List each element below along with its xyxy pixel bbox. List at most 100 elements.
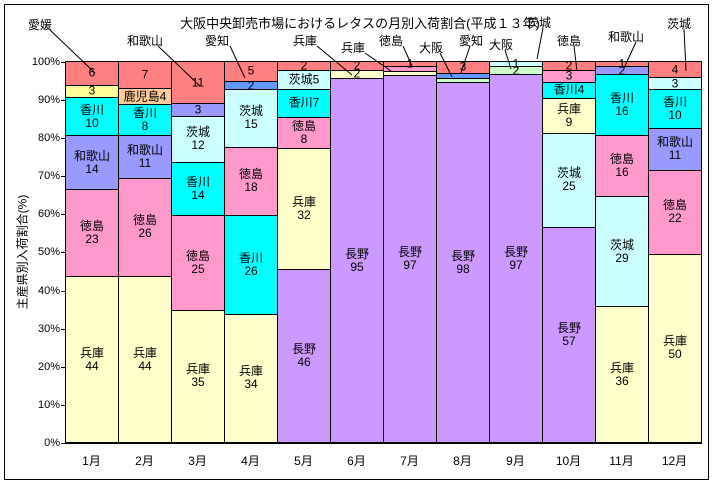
y-tick-label: 50% (37, 246, 60, 258)
y-tick-label: 90% (37, 94, 60, 106)
segment-label: 徳島 25 (185, 248, 211, 276)
x-axis-label: 10月 (555, 454, 582, 468)
bar-segment-鹿児島: 鹿児島4 (118, 88, 172, 106)
y-tick-label: 0% (44, 437, 60, 449)
segment-label: 茨城5 (288, 72, 320, 87)
bar-segment-徳島: 徳島 26 (118, 177, 172, 277)
bar-segment-香川: 香川 8 (118, 104, 172, 137)
bar-column-11月: 1 2 香川 16 徳島 16 茨城 29 兵庫 36 (595, 57, 649, 443)
bar-segment-徳島: 徳島 25 (171, 215, 225, 311)
segment-label: 徳島 18 (238, 167, 264, 195)
segment-label: 茨城 12 (185, 125, 211, 152)
x-axis-label: 6月 (347, 454, 366, 468)
callout-label: 徳島 (379, 34, 404, 48)
segment-label: 4 (671, 62, 679, 76)
bar-segment-和歌山: 和歌山 14 (65, 135, 119, 190)
bar-column-5月: 2 茨城5 香川7 徳島 8 兵庫 32 長野 46 (277, 59, 331, 443)
callout-label: 兵庫 (293, 34, 318, 48)
bar-column-1月: 6 3 香川 10 和歌山 14 徳島 23 兵庫 44 (65, 61, 119, 443)
x-axis-label: 8月 (453, 454, 472, 468)
bar-segment: 5 (224, 61, 278, 82)
segment-label: 5 (247, 63, 255, 78)
segment-label: 徳島 22 (662, 198, 688, 226)
bar-segment-香川: 香川 26 (224, 215, 278, 315)
bar-segment-長野: 長野 97 (383, 75, 437, 443)
bar-segment-徳島: 徳島 18 (224, 146, 278, 216)
segment-label: 香川 14 (185, 174, 211, 202)
callout-label: 和歌山 (127, 34, 164, 48)
segment-label: 兵庫 44 (79, 345, 105, 373)
callout-label: 茨城 (527, 16, 552, 30)
segment-label: 香川 16 (609, 91, 635, 119)
bar-segment-香川: 香川4 (542, 81, 596, 99)
segment-label: 6 (88, 65, 96, 80)
bar-column-3月: 11 3 茨城 12 香川 14 徳島 25 兵庫 35 (171, 61, 225, 443)
bar-column-12月: 4 3 香川 10 和歌山 11 徳島 22 兵庫 50 (648, 61, 702, 443)
segment-label: 長野 98 (450, 248, 476, 276)
plot-area: 6 3 香川 10 和歌山 14 徳島 23 兵庫 44 7 鹿児島4 香川 8 和歌山 11 徳島… (65, 57, 702, 444)
bar-segment-茨城: 茨城 12 (171, 115, 225, 163)
bar-segment-香川: 香川7 (277, 89, 331, 118)
segment-label: 長野 97 (397, 245, 423, 273)
segment-label: 香川7 (288, 95, 320, 110)
y-tick-mark (61, 138, 66, 139)
y-tick-mark (61, 252, 66, 253)
x-axis-label: 9月 (506, 454, 525, 468)
y-tick-label: 70% (37, 170, 60, 182)
segment-label: 3 (565, 68, 573, 83)
y-tick-label: 10% (37, 399, 60, 411)
x-axis-label: 2月 (135, 454, 154, 468)
bar-segment: 6 (65, 61, 119, 86)
segment-label: 兵庫 32 (291, 194, 317, 222)
segment-label: 徳島 16 (609, 152, 635, 180)
bar-segment-兵庫: 兵庫 9 (542, 97, 596, 134)
x-axis-label: 3月 (188, 454, 207, 468)
segment-label: 長野 46 (291, 341, 317, 369)
segment-label: 茨城 15 (238, 104, 264, 132)
x-axis-label: 11月 (609, 454, 634, 468)
callout-label: 和歌山 (608, 30, 645, 44)
segment-label: 和歌山 14 (73, 148, 111, 176)
bar-segment-兵庫: 兵庫 32 (277, 147, 331, 270)
y-tick-label: 30% (37, 323, 60, 335)
callout-label: 徳島 (557, 34, 582, 48)
segment-label: 茨城 29 (609, 237, 635, 265)
segment-label: 兵庫 35 (185, 362, 211, 390)
bar-segment-和歌山: 和歌山 11 (648, 127, 702, 171)
bar-segment-香川: 香川 10 (65, 96, 119, 137)
bar-segment-香川: 香川 10 (648, 89, 702, 129)
y-tick-mark (61, 176, 66, 177)
segment-label: 徳島 23 (79, 218, 105, 246)
segment-label: 茨城 25 (556, 166, 582, 194)
bar-segment-愛媛: 3 (65, 84, 119, 98)
callout-label: 愛知 (205, 34, 230, 48)
bar-segment-徳島: 徳島 23 (65, 188, 119, 277)
y-tick-mark (61, 214, 66, 215)
bar-segment: 11 (171, 61, 225, 105)
callout-label: 愛知 (459, 34, 484, 48)
segment-label: 兵庫 50 (662, 334, 688, 362)
y-tick-label: 100% (31, 56, 60, 68)
segment-label: 長野 57 (556, 321, 582, 349)
bar-segment: 7 (118, 61, 172, 90)
segment-label: 7 (141, 67, 149, 82)
callout-label: 兵庫 (341, 41, 366, 55)
x-axis-label: 7月 (400, 454, 419, 468)
segment-label: 11 (191, 75, 205, 90)
callout-label: 愛媛 (28, 18, 53, 32)
bar-segment-茨城: 茨城 25 (542, 132, 596, 229)
bar-segment-兵庫: 兵庫 34 (224, 313, 278, 443)
segment-label: 香川 10 (662, 95, 688, 122)
y-tick-mark (61, 443, 66, 444)
segment-label: 兵庫 36 (609, 360, 635, 388)
y-tick-mark (61, 329, 66, 330)
segment-label: 3 (671, 76, 679, 91)
bar-segment-長野: 長野 46 (277, 268, 331, 443)
x-axis-label: 4月 (241, 454, 260, 468)
bar-column-4月: 5 2 茨城 15 徳島 18 香川 26 兵庫 34 (224, 61, 278, 443)
bar-segment: 4 (648, 61, 702, 78)
y-tick-mark (61, 291, 66, 292)
callout-label: 茨城 (667, 17, 692, 31)
bar-segment-兵庫: 兵庫 44 (118, 276, 172, 443)
